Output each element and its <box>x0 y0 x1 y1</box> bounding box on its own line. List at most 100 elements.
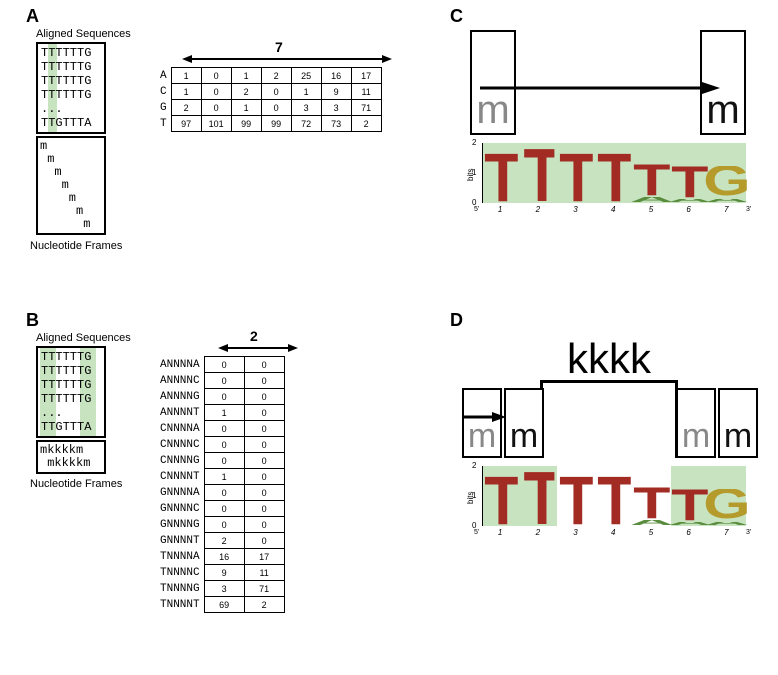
logo-letter: T <box>484 152 517 203</box>
seq-row: TTTTTTG <box>41 378 101 392</box>
cell: 0 <box>204 437 244 453</box>
cell: 99 <box>261 116 291 132</box>
panel-a-aligned-title: Aligned Sequences <box>36 28 131 40</box>
panel-a-matrix: 7 A 1 0 1 2 25 16 17 C 1 0 2 0 1 9 11 G … <box>160 47 382 132</box>
cell: 2 <box>231 84 261 100</box>
y-axis <box>482 143 483 203</box>
cell: 0 <box>244 389 284 405</box>
cell: 16 <box>321 68 351 84</box>
row-label: A <box>160 68 171 84</box>
cell: 0 <box>201 84 231 100</box>
cell: 25 <box>291 68 321 84</box>
cell: 11 <box>351 84 381 100</box>
logo-letter: A <box>538 522 778 527</box>
cell: 1 <box>291 84 321 100</box>
cell: 2 <box>244 597 284 613</box>
cell: 3 <box>321 100 351 116</box>
cell: 1 <box>204 469 244 485</box>
panel-b-label: B <box>26 310 39 331</box>
row-label: CNNNNA <box>160 421 204 437</box>
logo-letter: T <box>560 475 593 526</box>
three-prime: 3' <box>746 529 751 536</box>
y-axis <box>482 466 483 526</box>
row-label: GNNNNC <box>160 501 204 517</box>
cell: 0 <box>204 389 244 405</box>
cell: 0 <box>261 100 291 116</box>
cell: 0 <box>261 84 291 100</box>
panel-d-box-3: m <box>676 388 716 458</box>
logo-letter: T <box>560 152 593 203</box>
row-label: CNNNNC <box>160 437 204 453</box>
frame-row: mkkkkm <box>40 457 102 470</box>
row-label: TNNNNT <box>160 597 204 613</box>
cell: 0 <box>244 469 284 485</box>
panel-d-logo: bits012T1T2T3T4AT5AT6ATG75'3' <box>462 466 752 541</box>
cell: 0 <box>204 453 244 469</box>
seq-row: TTTTTTG <box>41 60 101 74</box>
panel-d-kkkk: kkkk <box>540 335 678 383</box>
cell: 99 <box>231 116 261 132</box>
cell: 97 <box>171 116 201 132</box>
row-label: ANNNNT <box>160 405 204 421</box>
seq-row: TTTTTTG <box>41 74 101 88</box>
cell: 3 <box>204 581 244 597</box>
cell: 0 <box>201 100 231 116</box>
cell: 0 <box>201 68 231 84</box>
xtick: 2 <box>536 528 540 537</box>
seq-row: ... <box>41 406 101 420</box>
panel-c-logo: bits012T1T2T3T4AT5AT6ATG75'3' <box>462 143 752 218</box>
logo-letter: T <box>161 197 778 199</box>
cell: 2 <box>351 116 381 132</box>
cell: 0 <box>244 501 284 517</box>
cell: 72 <box>291 116 321 132</box>
cell: 1 <box>171 68 201 84</box>
cell: 0 <box>244 485 284 501</box>
cell: 2 <box>204 533 244 549</box>
cell: 17 <box>244 549 284 565</box>
panel-d-box-2: m <box>504 388 544 458</box>
cell: 0 <box>244 533 284 549</box>
xtick: 4 <box>611 528 615 537</box>
logo-letter: T <box>523 148 554 204</box>
row-label: TNNNNA <box>160 549 204 565</box>
row-label: GNNNNA <box>160 485 204 501</box>
panel-d-arrow <box>462 410 506 424</box>
logo-letter: A <box>538 199 778 204</box>
ytick: 2 <box>472 461 476 470</box>
cell: 0 <box>204 373 244 389</box>
logo-letter: T <box>523 471 554 527</box>
cell: 2 <box>171 100 201 116</box>
panel-a-label: A <box>26 6 39 27</box>
cell: 3 <box>291 100 321 116</box>
xtick: 4 <box>611 205 615 214</box>
cell: 0 <box>244 453 284 469</box>
seq-row: TTGTTTA <box>41 420 101 434</box>
panel-b-frames-box: mkkkkm mkkkkm <box>36 440 106 474</box>
row-label: CNNNNT <box>160 469 204 485</box>
cell: 0 <box>244 437 284 453</box>
xtick: 3 <box>573 205 577 214</box>
cell: 9 <box>204 565 244 581</box>
seq-row: TTTTTTG <box>41 392 101 406</box>
logo-letter: G <box>700 489 754 521</box>
cell: 17 <box>351 68 381 84</box>
seq-row: TTTTTTG <box>41 350 101 364</box>
xtick: 5 <box>649 205 653 214</box>
panel-b-frames-title: Nucleotide Frames <box>30 478 122 490</box>
cell: 0 <box>204 485 244 501</box>
cell: 0 <box>244 517 284 533</box>
xtick: 6 <box>686 528 690 537</box>
xtick: 3 <box>573 528 577 537</box>
panel-b-aligned-title: Aligned Sequences <box>36 332 131 344</box>
cell: 1 <box>231 100 261 116</box>
logo-letter: G <box>700 166 754 198</box>
xtick: 7 <box>724 528 728 537</box>
cell: 11 <box>244 565 284 581</box>
panel-a-seq-box: TTTTTTG TTTTTTG TTTTTTG TTTTTTG ... TTGT… <box>36 42 106 134</box>
panel-c-arrow <box>480 80 720 96</box>
cell: 1 <box>171 84 201 100</box>
row-label: C <box>160 84 171 100</box>
cell: 0 <box>244 373 284 389</box>
three-prime: 3' <box>746 206 751 213</box>
panel-a-frames-box: m m m m m m m <box>36 136 106 235</box>
